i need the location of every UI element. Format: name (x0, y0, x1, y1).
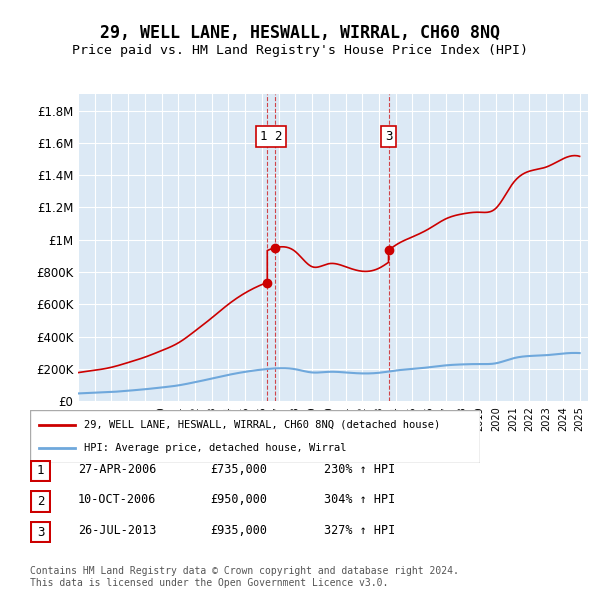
Text: 10-OCT-2006: 10-OCT-2006 (78, 493, 157, 506)
Text: 1: 1 (37, 464, 44, 477)
Text: 3: 3 (385, 130, 392, 143)
FancyBboxPatch shape (31, 461, 50, 481)
Text: HPI: Average price, detached house, Wirral: HPI: Average price, detached house, Wirr… (84, 443, 347, 453)
Text: 3: 3 (37, 526, 44, 539)
Text: Price paid vs. HM Land Registry's House Price Index (HPI): Price paid vs. HM Land Registry's House … (72, 44, 528, 57)
Text: 1 2: 1 2 (260, 130, 283, 143)
Text: £735,000: £735,000 (210, 463, 267, 476)
Text: 304% ↑ HPI: 304% ↑ HPI (324, 493, 395, 506)
Text: £950,000: £950,000 (210, 493, 267, 506)
Text: 2: 2 (37, 495, 44, 508)
Text: 27-APR-2006: 27-APR-2006 (78, 463, 157, 476)
Text: 230% ↑ HPI: 230% ↑ HPI (324, 463, 395, 476)
Text: 29, WELL LANE, HESWALL, WIRRAL, CH60 8NQ: 29, WELL LANE, HESWALL, WIRRAL, CH60 8NQ (100, 24, 500, 42)
FancyBboxPatch shape (30, 410, 480, 463)
FancyBboxPatch shape (31, 522, 50, 542)
Text: 26-JUL-2013: 26-JUL-2013 (78, 524, 157, 537)
Text: 29, WELL LANE, HESWALL, WIRRAL, CH60 8NQ (detached house): 29, WELL LANE, HESWALL, WIRRAL, CH60 8NQ… (84, 420, 440, 430)
Text: Contains HM Land Registry data © Crown copyright and database right 2024.
This d: Contains HM Land Registry data © Crown c… (30, 566, 459, 588)
Text: 327% ↑ HPI: 327% ↑ HPI (324, 524, 395, 537)
Text: £935,000: £935,000 (210, 524, 267, 537)
FancyBboxPatch shape (31, 491, 50, 512)
